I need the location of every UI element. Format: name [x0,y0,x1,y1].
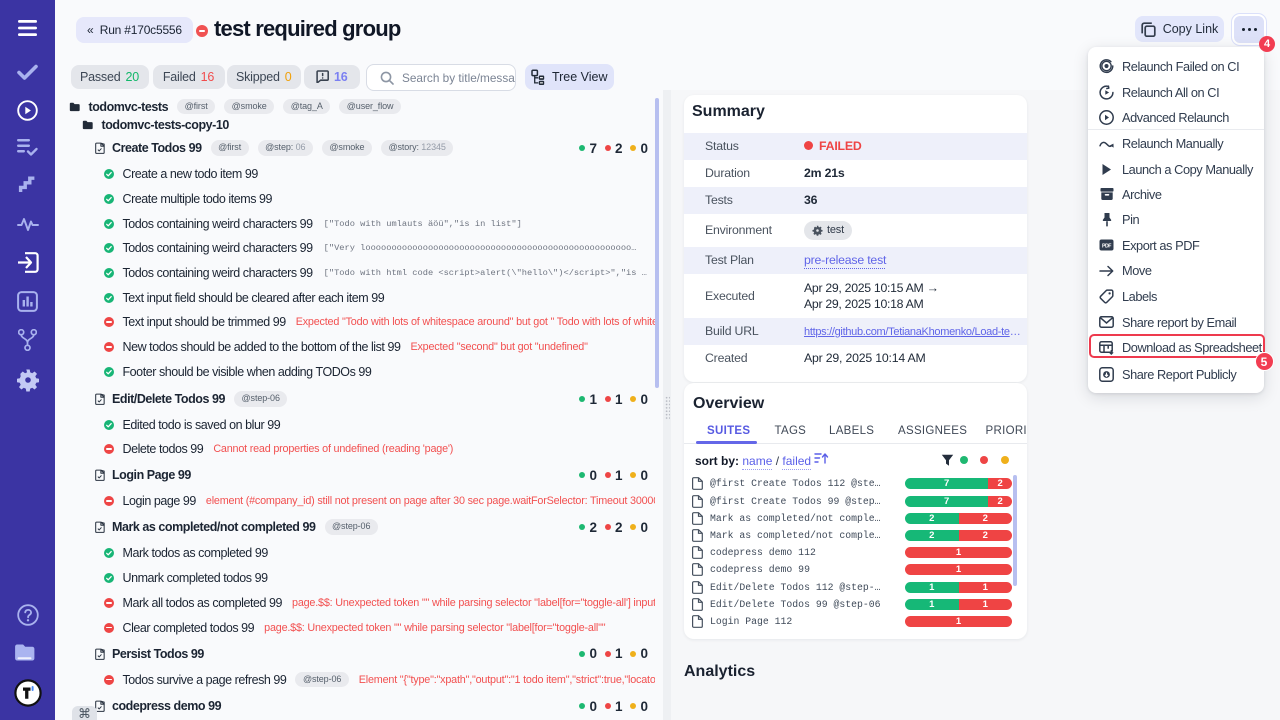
svg-text:PDF: PDF [1102,244,1111,250]
